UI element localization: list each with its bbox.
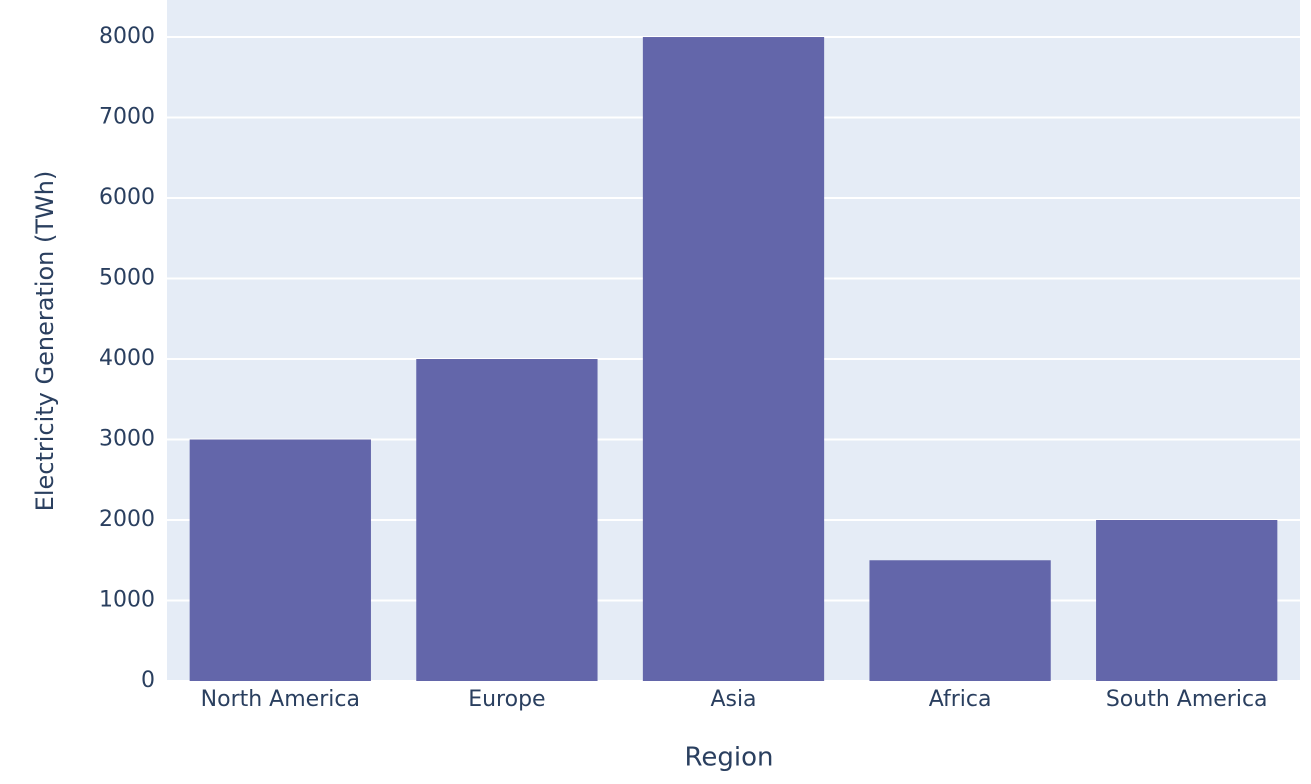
x-tick-label: North America [201, 687, 360, 712]
x-axis-title: Region [684, 743, 773, 773]
x-tick-label: South America [1106, 687, 1268, 712]
y-tick-label: 0 [141, 668, 155, 693]
x-tick-label: Europe [468, 687, 545, 712]
x-tick-label: Asia [710, 687, 756, 712]
y-tick-label: 5000 [99, 266, 155, 291]
bar [869, 560, 1051, 681]
y-tick-label: 8000 [99, 24, 155, 49]
x-tick-label: Africa [929, 687, 992, 712]
bar [642, 37, 825, 681]
y-tick-label: 7000 [99, 105, 155, 130]
bar [189, 439, 371, 681]
y-tick-label: 2000 [99, 507, 155, 532]
y-tick-label: 6000 [99, 185, 155, 210]
bar [1096, 520, 1278, 681]
y-tick-label: 1000 [99, 588, 155, 613]
bar [416, 359, 598, 681]
y-tick-label: 4000 [99, 346, 155, 371]
y-tick-label: 3000 [99, 427, 155, 452]
y-axis-title: Electricity Generation (TWh) [31, 171, 59, 512]
